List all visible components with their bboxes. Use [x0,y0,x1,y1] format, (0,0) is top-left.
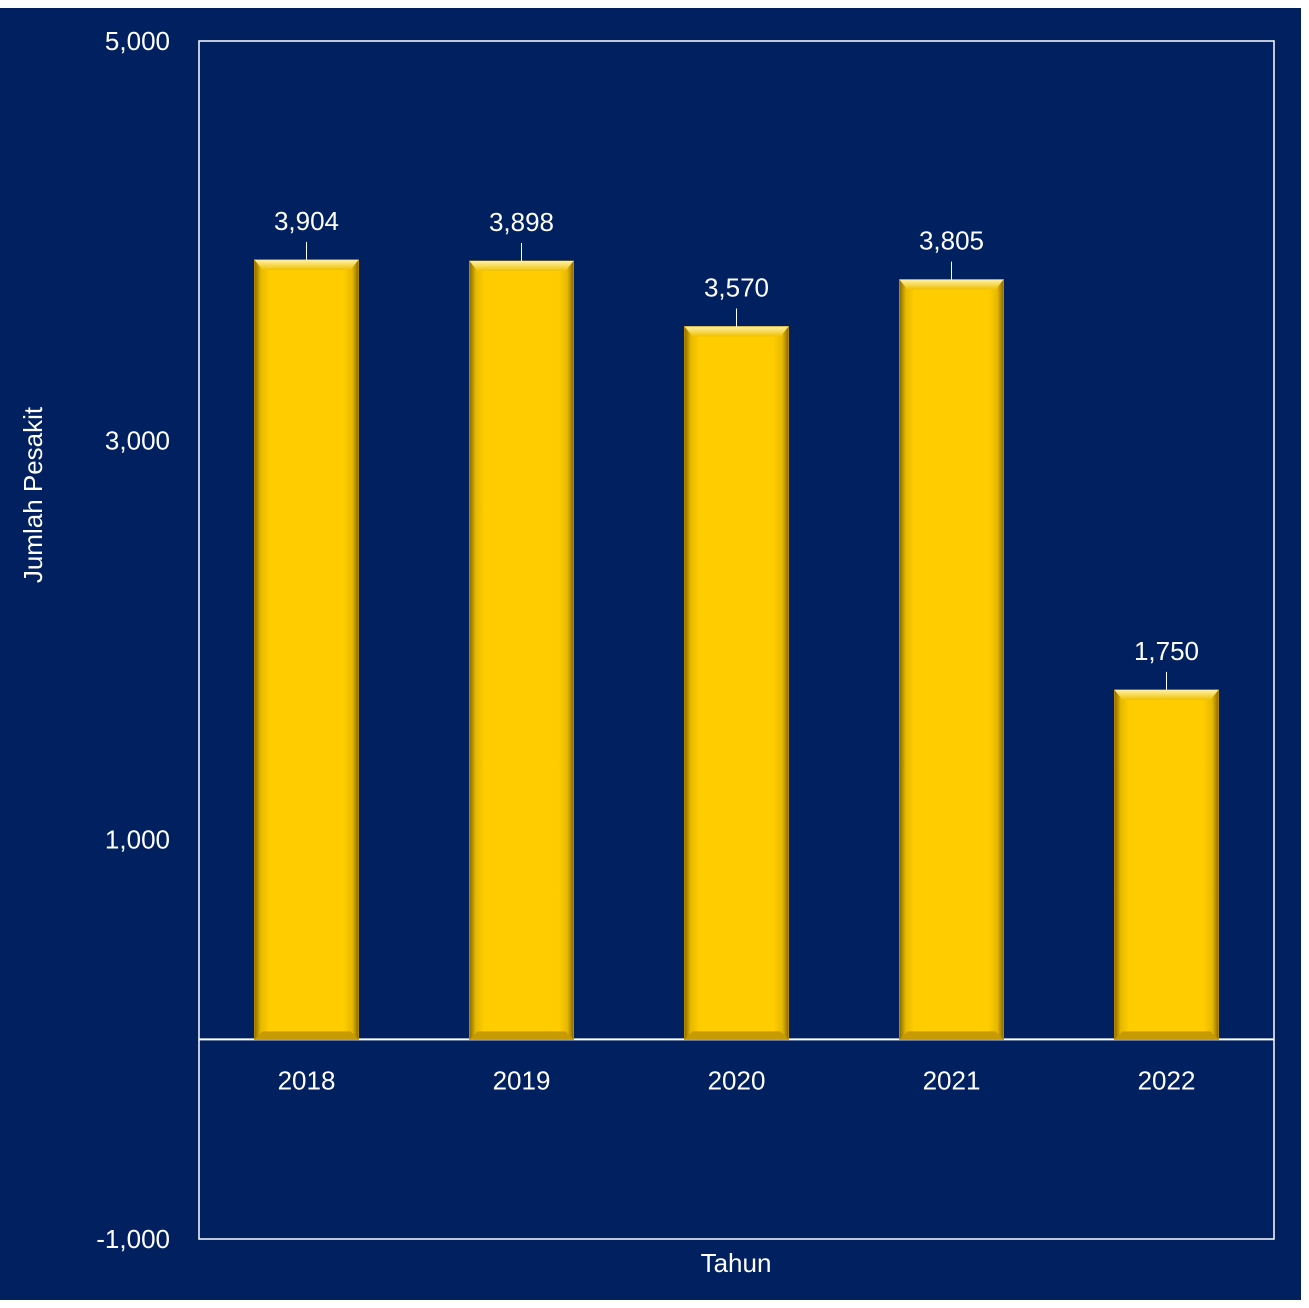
data-labels: 3,904 3,898 3,570 3,805 1,750 [274,206,1199,690]
x-tick-label: 2021 [923,1065,981,1095]
x-axis-title: Tahun [701,1248,772,1278]
bar-bottom-bevel [469,1031,574,1040]
chart-panel [0,8,1301,1300]
data-label: 3,904 [274,206,339,236]
bar [684,326,789,1040]
bar-top-bevel [254,259,359,270]
x-axis-tick-labels: 2018 2019 2020 2021 2022 [278,1065,1196,1095]
data-label: 1,750 [1134,636,1199,666]
data-label: 3,898 [489,207,554,237]
y-tick-label: 1,000 [105,825,170,855]
bar-bottom-bevel [899,1031,1004,1040]
bar-body [684,326,789,1040]
bar-series [254,259,1219,1040]
bar-top-bevel [469,261,574,272]
x-tick-label: 2019 [493,1065,551,1095]
y-axis-title: Jumlah Pesakit [18,406,48,583]
x-tick-label: 2022 [1138,1065,1196,1095]
bar-body [469,260,574,1040]
bar [1114,689,1219,1040]
y-tick-label: 5,000 [105,26,170,56]
data-label: 3,805 [919,226,984,256]
bar-top-bevel [899,279,1004,290]
plot-frame [198,40,1275,1240]
bar-bottom-bevel [254,1031,359,1040]
bar [899,279,1004,1040]
bar-bottom-bevel [684,1031,789,1040]
y-axis-tick-labels: 5,000 3,000 1,000 -1,000 [96,26,170,1254]
bar-body [254,259,359,1040]
bar-top-bevel [1114,689,1219,700]
x-tick-label: 2020 [708,1065,766,1095]
bar-top-bevel [684,326,789,337]
bar-bottom-bevel [1114,1031,1219,1040]
y-tick-label: -1,000 [96,1224,170,1254]
bar-body [899,279,1004,1040]
x-tick-label: 2018 [278,1065,336,1095]
bar-body [1114,689,1219,1040]
y-tick-label: 3,000 [105,425,170,455]
bar [254,259,359,1040]
data-label: 3,570 [704,273,769,303]
bar [469,260,574,1040]
